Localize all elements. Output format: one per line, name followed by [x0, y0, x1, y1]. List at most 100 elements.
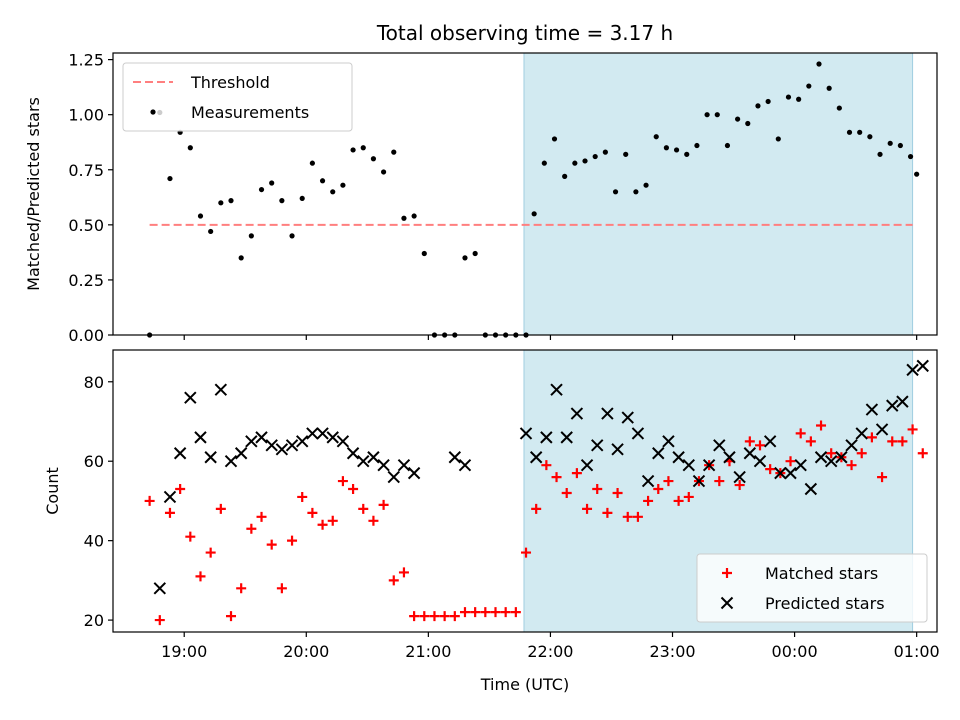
data-point: [185, 531, 196, 542]
data-point: [215, 503, 226, 514]
data-point: [632, 511, 643, 522]
data-point: [591, 439, 604, 452]
data-point: [682, 458, 695, 472]
data-point: [796, 96, 802, 102]
data-point: [391, 149, 397, 155]
data-point: [245, 435, 258, 448]
data-point: [175, 484, 186, 495]
data-point: [865, 403, 879, 416]
data-point: [733, 470, 746, 484]
data-point: [745, 120, 751, 127]
series-measurements: [147, 61, 920, 338]
data-point: [602, 507, 613, 518]
data-point: [275, 443, 289, 456]
data-point: [743, 447, 757, 460]
data-point: [856, 448, 867, 459]
data-point: [226, 611, 237, 622]
data-point: [866, 432, 877, 443]
data-point: [845, 439, 858, 452]
data-point: [763, 435, 777, 448]
data-point: [519, 427, 533, 440]
data-point: [387, 470, 400, 484]
data-point: [285, 439, 299, 452]
data-point: [785, 456, 796, 467]
data-point: [236, 583, 247, 594]
data-point: [317, 519, 328, 530]
data-point: [914, 171, 920, 177]
data-point: [765, 464, 776, 475]
data-point: [336, 435, 350, 448]
data-point: [248, 233, 254, 239]
data-point: [398, 567, 409, 578]
data-point: [228, 198, 234, 204]
data-point: [276, 583, 287, 594]
bottom-panel: 20 40 60 80 19:00 20:00 21:00 22:00 23:00 00:00 01…: [43, 349, 940, 694]
data-point: [541, 160, 547, 166]
data-point: [683, 491, 694, 502]
data-point: [612, 189, 619, 195]
data-point: [916, 359, 929, 373]
data-point: [672, 451, 685, 464]
data-point: [306, 427, 319, 440]
data-point: [561, 487, 572, 498]
data-point: [794, 458, 807, 472]
data-point: [694, 142, 700, 149]
x-tick-label: 19:00: [161, 642, 207, 661]
data-point: [154, 615, 165, 626]
data-point: [224, 455, 238, 468]
data-point: [662, 435, 675, 448]
y-tick-label: 0.50: [68, 216, 104, 235]
data-point: [592, 153, 598, 160]
data-point: [258, 186, 265, 193]
legend-label: Matched stars: [765, 564, 878, 583]
data-point: [826, 85, 832, 91]
data-point: [187, 145, 193, 151]
data-point: [358, 503, 369, 514]
data-point: [550, 383, 563, 396]
data-point: [348, 484, 359, 495]
data-point: [407, 466, 421, 480]
data-point: [279, 198, 285, 204]
x-tick-label: 22:00: [527, 642, 573, 661]
data-point: [266, 539, 277, 550]
data-point: [754, 440, 765, 451]
data-point: [531, 503, 542, 514]
data-point: [296, 435, 309, 448]
data-point: [551, 472, 562, 483]
data-point: [621, 411, 634, 424]
data-point: [357, 455, 370, 468]
data-point: [368, 515, 379, 526]
y-tick-label: 40: [84, 532, 104, 551]
data-point: [886, 399, 899, 412]
data-point: [653, 134, 659, 140]
data-point: [350, 147, 356, 153]
data-point: [723, 451, 736, 464]
data-point: [836, 105, 842, 111]
data-point: [673, 495, 684, 506]
data-point: [724, 142, 731, 149]
legend-label: Threshold: [190, 73, 270, 92]
y-axis-label: Matched/Predicted stars: [24, 97, 43, 291]
x-tick-label: 21:00: [405, 642, 451, 661]
data-point: [234, 447, 248, 460]
data-point: [663, 145, 670, 151]
data-point: [205, 547, 216, 558]
data-point: [704, 112, 710, 118]
x-axis-label: Time (UTC): [480, 675, 569, 694]
data-point: [531, 211, 537, 217]
data-point: [692, 474, 706, 488]
data-point: [735, 116, 741, 122]
data-point: [326, 431, 339, 444]
data-point: [370, 156, 377, 162]
y-tick-label: 60: [84, 452, 104, 471]
data-point: [580, 458, 594, 472]
x-tick-label: 01:00: [894, 642, 940, 661]
data-point: [377, 458, 390, 472]
data-point: [287, 535, 298, 546]
data-point: [299, 195, 305, 202]
data-point: [195, 571, 206, 582]
data-point: [887, 436, 898, 447]
data-point: [907, 153, 914, 160]
data-point: [265, 439, 278, 452]
data-point: [388, 575, 399, 586]
